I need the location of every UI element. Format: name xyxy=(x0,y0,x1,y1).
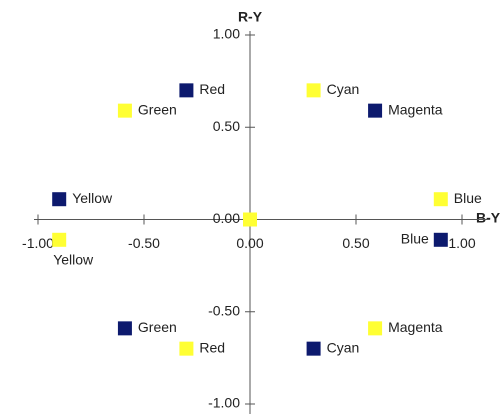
point xyxy=(117,103,132,118)
point-label: Red xyxy=(199,339,225,355)
point-label: Magenta xyxy=(388,101,443,117)
point-label: Green xyxy=(138,319,177,335)
point-label: Red xyxy=(199,81,225,97)
point xyxy=(52,232,67,247)
point-label: Green xyxy=(138,101,177,117)
point xyxy=(52,192,67,207)
y-axis-title: R-Y xyxy=(238,9,263,25)
point xyxy=(368,321,383,336)
point xyxy=(243,212,257,227)
point-label: Magenta xyxy=(388,319,443,335)
x-tick-label: 0.00 xyxy=(236,235,263,251)
point xyxy=(306,341,321,356)
y-tick-label: 1.00 xyxy=(213,26,240,42)
x-tick-label: 0.50 xyxy=(342,235,369,251)
point xyxy=(433,192,448,207)
y-tick-label: -0.50 xyxy=(208,302,240,318)
point-label: Cyan xyxy=(327,81,360,97)
point xyxy=(117,321,132,336)
y-tick-label: 0.50 xyxy=(213,118,240,134)
y-tick-label: 0.00 xyxy=(213,210,240,226)
x-tick-label: -0.50 xyxy=(128,235,160,251)
point-label: Cyan xyxy=(327,339,360,355)
point xyxy=(306,83,321,98)
x-tick-label: 1.00 xyxy=(448,235,475,251)
point-label: Yellow xyxy=(53,251,94,267)
point-label: Blue xyxy=(401,230,429,246)
y-tick-label: -1.00 xyxy=(208,395,240,411)
x-tick-label: -1.00 xyxy=(22,235,54,251)
point xyxy=(368,103,383,118)
x-axis-title: B-Y xyxy=(476,210,500,226)
point-label: Yellow xyxy=(72,190,113,206)
point xyxy=(179,83,194,98)
point-label: Blue xyxy=(454,190,482,206)
point xyxy=(433,232,448,247)
point xyxy=(179,341,194,356)
